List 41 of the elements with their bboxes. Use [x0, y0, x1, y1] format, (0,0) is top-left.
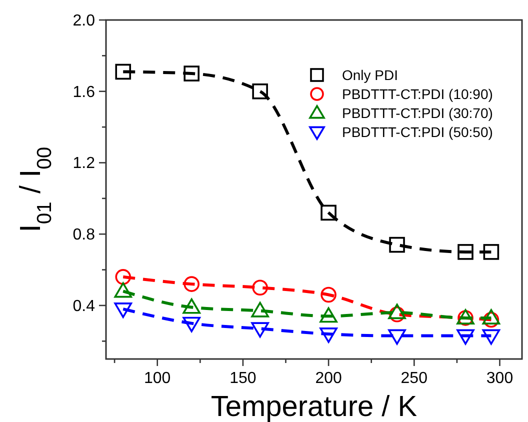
- point: [389, 236, 405, 253]
- point: [114, 282, 132, 298]
- point: [458, 244, 474, 260]
- point: [182, 316, 200, 332]
- y-tick-label: 1.2: [72, 155, 96, 172]
- point: [115, 64, 132, 80]
- point: [389, 306, 405, 322]
- point: [388, 304, 406, 320]
- point: [320, 286, 336, 303]
- legend-label: PBDTTT-CT:PDI (10:90): [342, 86, 493, 102]
- x-axis-title: Temperature / K: [210, 391, 418, 422]
- x-tick-label: 100: [144, 370, 171, 387]
- legend-label: PBDTTT-CT:PDI (30:70): [342, 105, 493, 121]
- legend-label: Only PDI: [342, 67, 398, 83]
- point: [184, 66, 200, 82]
- x-tick-label: 150: [230, 370, 256, 387]
- y-tick-label: 0.8: [72, 226, 96, 244]
- point: [252, 83, 268, 100]
- y-tick-label: 1.6: [72, 84, 96, 101]
- point: [482, 329, 500, 345]
- point: [252, 280, 268, 296]
- x-tick-label: 200: [315, 370, 342, 387]
- y-tick-label: 0.4: [72, 298, 96, 315]
- point: [456, 329, 474, 345]
- point: [320, 307, 338, 323]
- y-tick-label: 2.0: [72, 12, 96, 30]
- point: [251, 322, 269, 338]
- point: [320, 204, 336, 221]
- x-tick-label: 250: [400, 370, 428, 387]
- legend-label: PBDTTT-CT:PDI (50:50): [342, 124, 493, 140]
- point: [482, 309, 500, 324]
- point: [115, 269, 132, 285]
- point: [184, 276, 200, 292]
- point: [388, 329, 406, 345]
- point: [182, 298, 200, 314]
- point: [483, 312, 500, 328]
- x-tick-label: 300: [486, 370, 514, 387]
- point: [483, 244, 500, 260]
- point: [114, 302, 132, 318]
- point: [320, 328, 338, 343]
- point: [251, 302, 269, 318]
